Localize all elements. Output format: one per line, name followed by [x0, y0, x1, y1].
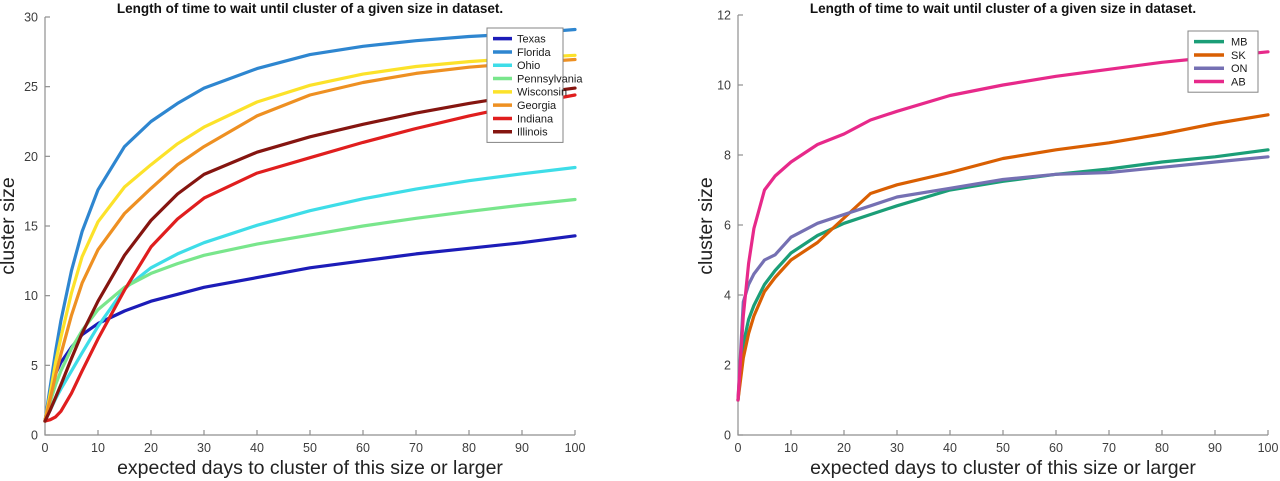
x-tick-label-100: 100	[565, 441, 586, 455]
y-tick-label-2: 2	[724, 359, 731, 373]
series-line-MB	[736, 148, 1270, 402]
legend-label-ON: ON	[1231, 63, 1248, 75]
series-line-Texas	[43, 234, 577, 423]
x-tick-label-40: 40	[250, 441, 264, 455]
x-tick-label-80: 80	[462, 441, 476, 455]
x-axis-label: expected days to cluster of this size or…	[810, 457, 1196, 479]
x-axis-label: expected days to cluster of this size or…	[117, 457, 503, 479]
legend-label-Illinois: Illinois	[517, 127, 548, 139]
states-line-chart: 0 10 20 30 40 50 60 70 80 90 100 0 5 10 15 20 25 30 Texas…	[0, 1, 585, 479]
series-line-ON	[736, 155, 1270, 402]
legend-label-MB: MB	[1231, 36, 1248, 48]
y-tick-label-30: 30	[24, 11, 38, 25]
x-tick-label-20: 20	[144, 441, 158, 455]
x-tick-label-40: 40	[943, 441, 957, 455]
y-tick-label-25: 25	[24, 80, 38, 94]
y-tick-label-0: 0	[724, 429, 731, 443]
x-tick-label-70: 70	[409, 441, 423, 455]
y-tick-label-8: 8	[724, 149, 731, 163]
y-tick-label-20: 20	[24, 150, 38, 164]
y-tick-label-5: 5	[31, 359, 38, 373]
y-axis-label: cluster size	[695, 177, 717, 275]
y-tick-label-4: 4	[724, 289, 731, 303]
x-tick-label-20: 20	[837, 441, 851, 455]
x-tick-label-70: 70	[1102, 441, 1116, 455]
x-tick-label-80: 80	[1155, 441, 1169, 455]
x-tick-label-10: 10	[91, 441, 105, 455]
legend-label-Indiana: Indiana	[517, 113, 554, 125]
legend-label-AB: AB	[1231, 76, 1246, 88]
legend-label-Pennsylvania: Pennsylvania	[517, 73, 583, 85]
x-tick-label-10: 10	[784, 441, 798, 455]
series-line-Indiana	[43, 93, 577, 423]
x-tick-label-100: 100	[1258, 441, 1279, 455]
y-axis-label: cluster size	[0, 177, 19, 275]
y-tick-label-10: 10	[717, 79, 731, 93]
x-tick-label-30: 30	[197, 441, 211, 455]
x-tick-label-0: 0	[42, 441, 49, 455]
y-tick-label-15: 15	[24, 220, 38, 234]
x-tick-label-50: 50	[303, 441, 317, 455]
series-line-Wisconsin	[43, 53, 577, 423]
series-line-AB	[736, 50, 1270, 402]
legend-label-Ohio: Ohio	[517, 60, 540, 72]
axes-layer: 0 10 20 30 40 50 60 70 80 90 100 0 2 4 6 8 10 12	[717, 9, 1278, 456]
y-tick-label-0: 0	[31, 429, 38, 443]
y-tick-label-10: 10	[24, 289, 38, 303]
chart-panel-states: 0 10 20 30 40 50 60 70 80 90 100 0 5 10 15 20 25 30 Texas…	[0, 1, 585, 479]
series-line-SK	[736, 113, 1270, 402]
y-tick-label-12: 12	[717, 9, 731, 23]
x-tick-label-90: 90	[1208, 441, 1222, 455]
x-tick-label-60: 60	[356, 441, 370, 455]
legend-label-Georgia: Georgia	[517, 100, 557, 112]
series-line-Florida	[43, 27, 577, 423]
series-layer	[736, 50, 1270, 402]
series-line-Georgia	[43, 57, 577, 423]
x-tick-label-30: 30	[890, 441, 904, 455]
axes-layer: 0 10 20 30 40 50 60 70 80 90 100 0 5 10 15 20 25 30	[24, 11, 585, 456]
x-tick-label-90: 90	[515, 441, 529, 455]
series-line-Illinois	[43, 86, 577, 423]
legend-label-Texas: Texas	[517, 33, 546, 45]
series-line-Pennsylvania	[43, 197, 577, 423]
x-tick-label-50: 50	[996, 441, 1010, 455]
series-layer	[43, 27, 577, 423]
x-tick-label-60: 60	[1049, 441, 1063, 455]
chart-title: Length of time to wait until cluster of …	[117, 1, 503, 16]
y-tick-label-6: 6	[724, 219, 731, 233]
x-tick-label-0: 0	[735, 441, 742, 455]
legend-label-SK: SK	[1231, 50, 1246, 62]
legend-label-Wisconsin: Wisconsin	[517, 87, 567, 99]
chart-title: Length of time to wait until cluster of …	[810, 1, 1196, 16]
legend-label-Florida: Florida	[517, 47, 552, 59]
legend-box	[486, 27, 564, 143]
series-line-Ohio	[43, 165, 577, 423]
chart-panel-provinces: 0 10 20 30 40 50 60 70 80 90 100 0 2 4 6 8 10 12 MB SK ON AB…	[640, 0, 1280, 481]
provinces-line-chart: 0 10 20 30 40 50 60 70 80 90 100 0 2 4 6 8 10 12 MB SKONAB…	[695, 1, 1278, 479]
